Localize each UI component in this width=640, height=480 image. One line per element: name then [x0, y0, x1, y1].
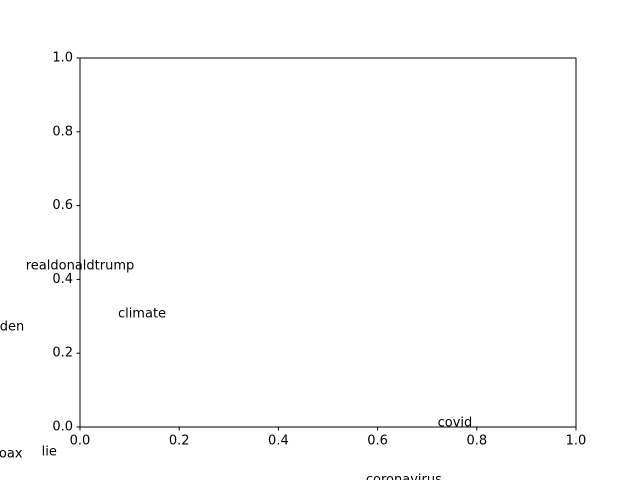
word-label: coronavirus	[366, 473, 442, 480]
word-label: climate	[118, 307, 166, 322]
x-tick-label: 1.0	[566, 434, 587, 449]
y-tick-label: 1.0	[52, 51, 73, 66]
x-tick-label: 0.4	[268, 434, 289, 449]
y-tick-label: 0.8	[52, 124, 73, 139]
word-label: hoax	[0, 446, 23, 461]
y-tick-label: 0.6	[52, 198, 73, 213]
word-label: lie	[42, 445, 57, 460]
x-tick-label: 0.8	[466, 434, 487, 449]
y-tick-label: 0.0	[52, 420, 73, 435]
x-tick-label: 0.2	[169, 434, 190, 449]
x-tick-label: 0.0	[70, 434, 91, 449]
y-tick-label: 0.2	[52, 346, 73, 361]
y-tick-label: 0.4	[52, 272, 73, 287]
axes-frame	[79, 57, 577, 428]
x-tick-label: 0.6	[367, 434, 388, 449]
word-label: covid	[438, 415, 473, 430]
word-label: realdonaldtrump	[26, 259, 135, 274]
word-label: biden	[0, 320, 24, 335]
